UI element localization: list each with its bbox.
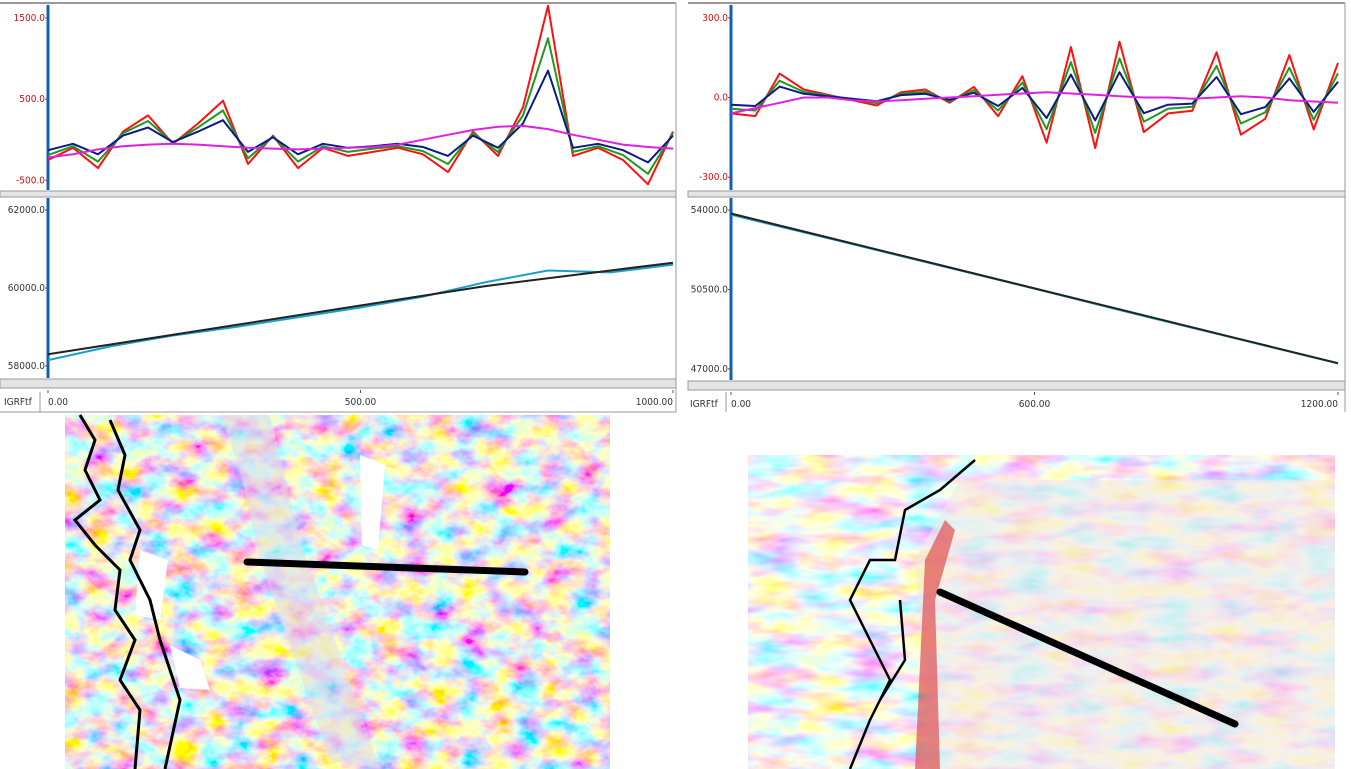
screen: 1500.0 500.0 -500.0 62000.0 60000.0 58000.0 IG… xyxy=(0,0,1351,769)
x-tick-label: 1000.00 xyxy=(636,397,673,408)
y-tick-label: 0.0 xyxy=(714,93,729,104)
y-tick-label: 60000.0 xyxy=(8,283,45,294)
x-tick-label: 600.00 xyxy=(1019,399,1051,410)
series-line xyxy=(48,265,673,361)
y-tick-label: -300.0 xyxy=(699,172,728,183)
panel-frames xyxy=(0,3,1345,412)
y-tick-label: 300.0 xyxy=(702,13,728,24)
series-line xyxy=(48,6,673,185)
y-tick-label: 62000.0 xyxy=(8,205,45,216)
y-tick-label: 50500.0 xyxy=(691,285,728,296)
x-tick-label: 0.00 xyxy=(731,399,751,410)
y-tick-label: 47000.0 xyxy=(691,364,728,375)
page: 1500.0 500.0 -500.0 62000.0 60000.0 58000.0 IG… xyxy=(0,0,1351,769)
series-line xyxy=(48,71,673,163)
x-axis-label: IGRFtf xyxy=(690,399,719,410)
series-line xyxy=(731,214,1338,364)
map-right xyxy=(748,455,1335,769)
x-tick-label: 500.00 xyxy=(345,397,377,408)
y-tick-label: -500.0 xyxy=(16,175,45,186)
y-tick-label: 1500.0 xyxy=(14,13,46,24)
y-tick-label: 54000.0 xyxy=(691,205,728,216)
y-tick-label: 500.0 xyxy=(19,94,45,105)
x-axis-label: IGRFtf xyxy=(4,397,33,408)
y-tick-label: 58000.0 xyxy=(8,361,45,372)
x-tick-label: 0.00 xyxy=(48,397,68,408)
x-tick-label: 1200.00 xyxy=(1301,399,1338,410)
map-left xyxy=(65,415,610,769)
series-line xyxy=(48,126,673,158)
